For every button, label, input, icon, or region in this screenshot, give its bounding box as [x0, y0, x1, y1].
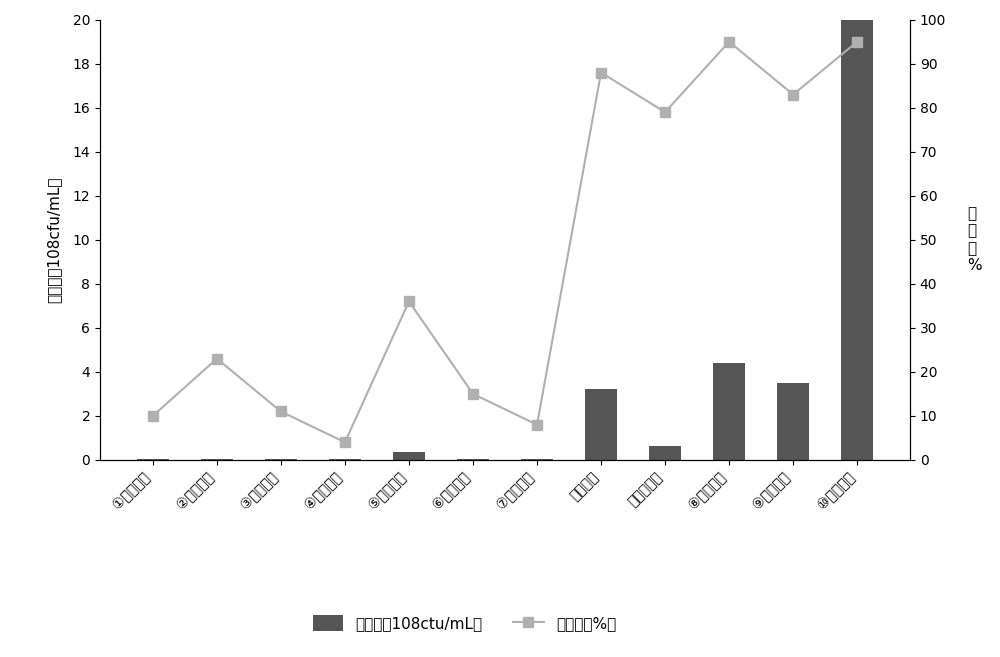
- Bar: [713, 363, 745, 460]
- Y-axis label: 芽包数（108cfu/mL）: 芽包数（108cfu/mL）: [46, 177, 61, 303]
- Bar: [521, 459, 553, 460]
- Bar: [393, 452, 425, 460]
- Bar: [777, 383, 809, 460]
- Bar: [585, 390, 617, 460]
- Bar: [457, 459, 489, 460]
- Bar: [841, 20, 873, 460]
- Bar: [265, 459, 297, 460]
- Bar: [201, 459, 233, 460]
- Bar: [329, 459, 361, 460]
- Legend: 芽包数（108ctu/mL）, 芽包率（%）: 芽包数（108ctu/mL）, 芽包率（%）: [307, 609, 622, 637]
- Bar: [649, 445, 681, 460]
- Y-axis label: 芽
包
率
%: 芽 包 率 %: [967, 206, 982, 273]
- Bar: [137, 459, 169, 460]
